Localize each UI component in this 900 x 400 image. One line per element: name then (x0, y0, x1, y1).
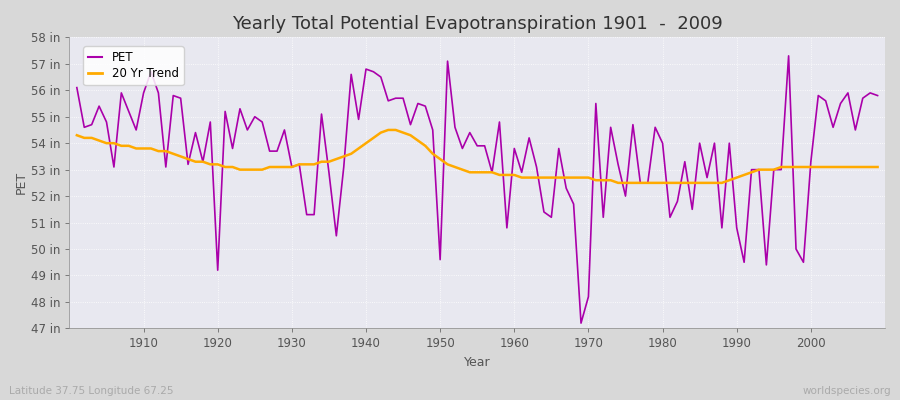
PET (783, 54, 794, 58)
20 Yr Trend (130, 146, 141, 151)
Title: Yearly Total Potential Evapotranspiration 1901  -  2009: Yearly Total Potential Evapotranspiratio… (232, 15, 723, 33)
Text: worldspecies.org: worldspecies.org (803, 386, 891, 396)
Line: PET: PET (76, 56, 878, 323)
PET (501, 226, 512, 230)
PET (508, 146, 519, 151)
Y-axis label: PET: PET (15, 171, 28, 194)
20 Yr Trend (517, 175, 527, 180)
X-axis label: Year: Year (464, 356, 490, 369)
20 Yr Trend (71, 133, 82, 138)
20 Yr Trend (382, 128, 393, 132)
PET (130, 128, 141, 132)
PET (606, 125, 616, 130)
20 Yr Trend (606, 178, 616, 183)
20 Yr Trend (338, 154, 349, 159)
20 Yr Trend (872, 164, 883, 169)
Legend: PET, 20 Yr Trend: PET, 20 Yr Trend (84, 46, 184, 85)
PET (294, 162, 305, 167)
PET (872, 93, 883, 98)
PET (71, 85, 82, 90)
PET (576, 321, 587, 326)
PET (338, 164, 349, 169)
Text: Latitude 37.75 Longitude 67.25: Latitude 37.75 Longitude 67.25 (9, 386, 174, 396)
20 Yr Trend (508, 172, 519, 177)
Line: 20 Yr Trend: 20 Yr Trend (76, 130, 878, 183)
20 Yr Trend (294, 162, 305, 167)
20 Yr Trend (613, 180, 624, 185)
